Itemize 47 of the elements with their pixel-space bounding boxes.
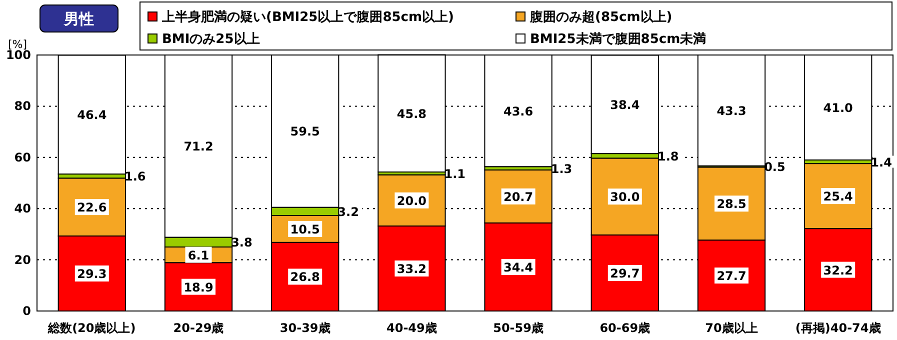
x-tick-label: 20-29歳: [173, 321, 224, 335]
data-label: 43.6: [503, 104, 534, 118]
data-label: 32.2: [823, 263, 853, 278]
x-tick-label: 40-49歳: [386, 321, 437, 335]
legend-label: BMIのみ25以上: [162, 32, 260, 47]
data-label: 26.8: [290, 270, 320, 284]
data-label: 59.5: [290, 124, 320, 139]
data-label: 1.4: [870, 155, 892, 170]
y-tick-label: 60: [14, 150, 31, 164]
y-tick-label: 100: [6, 48, 31, 62]
legend-label: 上半身肥満の疑い(BMI25以上で腹囲85cm以上): [161, 10, 454, 25]
chart-title: 男性: [63, 10, 94, 28]
x-tick-label: 30-39歳: [280, 321, 330, 335]
data-label: 25.4: [823, 190, 853, 204]
x-tick-label: 50-59歳: [493, 321, 544, 335]
data-label: 33.2: [396, 262, 427, 276]
x-tick-label: 総数(20歳以上): [47, 321, 136, 335]
y-tick-label: 80: [14, 99, 31, 114]
y-tick-label: 40: [14, 202, 31, 216]
data-label: 20.7: [503, 190, 534, 204]
data-label: 6.1: [188, 248, 210, 262]
data-label: 30.0: [610, 190, 640, 204]
x-tick-label: (再掲)40-74歳: [795, 321, 881, 335]
data-label: 41.0: [823, 100, 853, 115]
data-label: 10.5: [290, 222, 320, 236]
data-label: 28.5: [716, 197, 746, 212]
data-label: 20.0: [396, 194, 427, 208]
y-tick-label: 0: [22, 304, 31, 318]
data-label: 29.7: [610, 266, 640, 280]
data-label: 43.3: [716, 104, 746, 118]
x-tick-label: 70歳以上: [705, 321, 758, 335]
x-tick-label: 60-69歳: [600, 321, 650, 335]
data-label: 18.9: [184, 280, 214, 294]
data-label: 46.4: [77, 108, 107, 122]
y-tick-label: 20: [14, 252, 31, 267]
data-label: 3.2: [338, 204, 359, 219]
data-label: 22.6: [77, 200, 107, 215]
data-label: 29.3: [77, 266, 107, 281]
data-label: 27.7: [716, 269, 746, 284]
data-label: 45.8: [396, 106, 427, 121]
data-label: 34.4: [503, 260, 534, 274]
data-label: 71.2: [184, 140, 214, 154]
data-label: 3.8: [231, 236, 252, 250]
data-label: 38.4: [610, 98, 640, 112]
legend-label: BMI25未満で腹囲85cm未満: [530, 32, 706, 47]
y-axis-title: [%]: [8, 38, 28, 51]
legend-label: 腹囲のみ超(85cm以上): [529, 10, 672, 25]
